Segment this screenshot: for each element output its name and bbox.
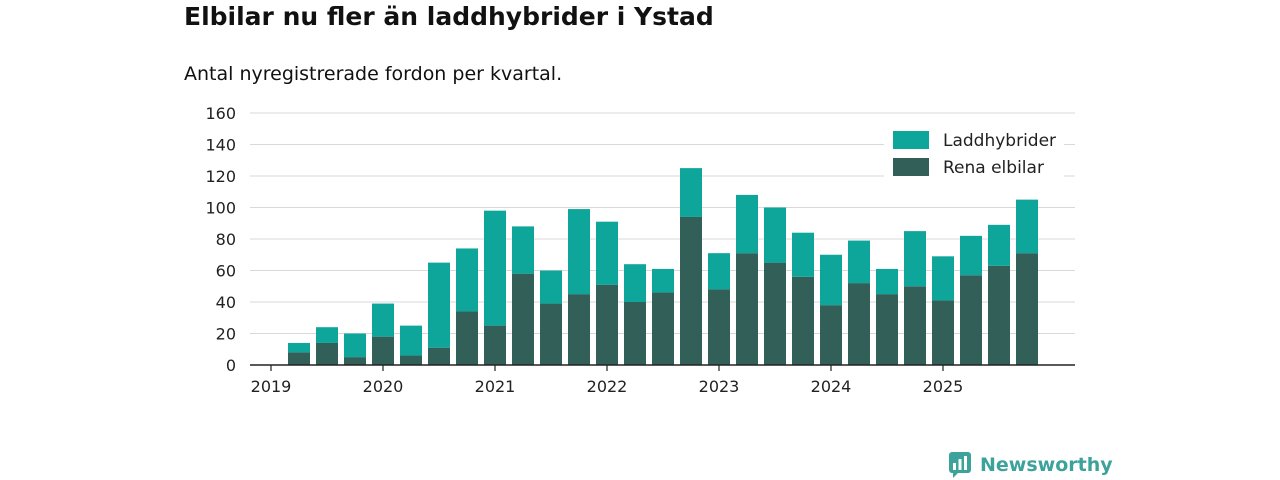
bar-laddhybrider xyxy=(568,209,590,295)
bar-rena-elbilar xyxy=(316,342,338,365)
chart-subtitle: Antal nyregistrerade fordon per kvartal. xyxy=(184,63,563,85)
bar-laddhybrider xyxy=(512,226,534,274)
bar-laddhybrider xyxy=(456,248,478,312)
x-tick-label: 2023 xyxy=(699,377,740,396)
bar-laddhybrider xyxy=(820,254,842,306)
y-tick-label: 120 xyxy=(205,167,236,186)
bar-laddhybrider xyxy=(848,240,870,284)
y-tick-label: 160 xyxy=(205,104,236,123)
bar-rena-elbilar xyxy=(512,273,534,365)
bar-rena-elbilar xyxy=(848,283,870,365)
bar-laddhybrider xyxy=(904,231,926,287)
y-tick-label: 20 xyxy=(216,325,236,344)
bar-rena-elbilar xyxy=(344,357,366,365)
legend: Laddhybrider Rena elbilar xyxy=(884,127,1064,179)
bar-rena-elbilar xyxy=(568,294,590,365)
bar-laddhybrider xyxy=(792,232,814,277)
bar-laddhybrider xyxy=(400,325,422,356)
bar-laddhybrider xyxy=(680,168,702,217)
bar-laddhybrider xyxy=(736,194,758,254)
bar-laddhybrider xyxy=(652,268,674,293)
newsworthy-logo: Newsworthy xyxy=(948,451,1113,479)
bar-rena-elbilar xyxy=(484,325,506,365)
bar-laddhybrider xyxy=(288,342,310,353)
bar-rena-elbilar xyxy=(540,303,562,365)
bar-laddhybrider xyxy=(960,235,982,276)
x-tick-label: 2021 xyxy=(475,377,516,396)
bar-rena-elbilar xyxy=(596,284,618,365)
bar-laddhybrider xyxy=(428,262,450,348)
stacked-bar-chart: 0 20 40 60 80 100 120 140 160 2019 2020 2021 2022 202… xyxy=(205,104,1075,396)
newsworthy-logo-icon xyxy=(949,452,971,478)
y-tick-label: 0 xyxy=(226,356,236,375)
x-tick-label: 2019 xyxy=(251,377,292,396)
bar-rena-elbilar xyxy=(624,302,646,365)
bar-laddhybrider xyxy=(932,256,954,301)
y-tick-label: 60 xyxy=(216,262,236,281)
bar-rena-elbilar xyxy=(960,275,982,365)
bar-rena-elbilar xyxy=(736,253,758,365)
bar-laddhybrider xyxy=(988,224,1010,266)
bar-rena-elbilar xyxy=(288,352,310,365)
bar-rena-elbilar xyxy=(792,276,814,365)
x-tick-label: 2020 xyxy=(363,377,404,396)
y-tick-label: 100 xyxy=(205,199,236,218)
bar-laddhybrider xyxy=(1016,199,1038,254)
bar-rena-elbilar xyxy=(876,294,898,365)
bar-laddhybrider xyxy=(624,264,646,302)
legend-label-rena-elbilar: Rena elbilar xyxy=(943,158,1044,178)
legend-swatch-laddhybrider xyxy=(893,131,929,149)
legend-swatch-rena-elbilar xyxy=(893,158,929,176)
bar-rena-elbilar xyxy=(1016,253,1038,365)
chart-title: Elbilar nu fler än laddhybrider i Ystad xyxy=(184,2,714,31)
bar-rena-elbilar xyxy=(764,262,786,365)
bar-rena-elbilar xyxy=(932,300,954,365)
x-tick-label: 2022 xyxy=(587,377,628,396)
y-tick-label: 80 xyxy=(216,230,236,249)
x-tick-label: 2024 xyxy=(811,377,852,396)
bar-laddhybrider xyxy=(344,333,366,358)
bar-rena-elbilar xyxy=(372,336,394,365)
newsworthy-wordmark: Newsworthy xyxy=(980,454,1113,476)
y-tick-label: 140 xyxy=(205,136,236,155)
bar-laddhybrider xyxy=(876,268,898,295)
bar-rena-elbilar xyxy=(456,311,478,365)
bar-laddhybrider xyxy=(372,303,394,337)
bar-laddhybrider xyxy=(708,253,730,290)
bar-rena-elbilar xyxy=(400,355,422,365)
bar-laddhybrider xyxy=(596,221,618,285)
bar-rena-elbilar xyxy=(820,305,842,365)
bar-laddhybrider xyxy=(764,207,786,263)
bar-rena-elbilar xyxy=(904,286,926,365)
y-tick-label: 40 xyxy=(216,293,236,312)
bar-rena-elbilar xyxy=(428,347,450,365)
bar-laddhybrider xyxy=(316,327,338,343)
bar-laddhybrider xyxy=(484,210,506,326)
bar-rena-elbilar xyxy=(708,289,730,365)
bar-rena-elbilar xyxy=(680,216,702,365)
legend-label-laddhybrider: Laddhybrider xyxy=(943,131,1056,151)
bar-rena-elbilar xyxy=(988,265,1010,365)
bar-rena-elbilar xyxy=(652,292,674,365)
x-tick-label: 2025 xyxy=(923,377,964,396)
bar-laddhybrider xyxy=(540,270,562,304)
